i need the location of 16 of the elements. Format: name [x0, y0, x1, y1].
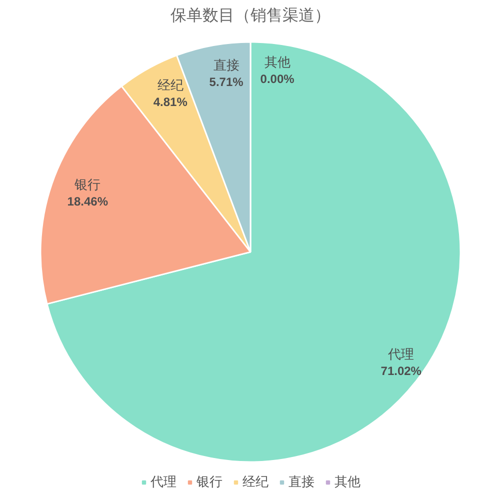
data-label: 71.02%: [380, 364, 422, 378]
text: 0.00%: [260, 72, 294, 86]
category-label: 其他: [264, 54, 290, 70]
data-label: 4.81%: [153, 95, 188, 110]
slice-label: 代理: [387, 346, 414, 362]
slice-label: 银行: [74, 176, 101, 192]
chart-title: 保单数目（销售渠道）: [170, 6, 330, 24]
legend-label: 直接: [288, 473, 314, 491]
legend-label: 银行: [196, 473, 222, 491]
slice-label: 直接: [213, 57, 240, 72]
slice-label: 经纪: [157, 77, 184, 92]
data-label: 5.71%: [209, 74, 244, 89]
data-label: 18.46%: [67, 194, 108, 208]
legend-label: 代理: [150, 473, 176, 491]
legend-label: 其他: [334, 473, 360, 491]
legend-label: 经纪: [242, 473, 268, 491]
